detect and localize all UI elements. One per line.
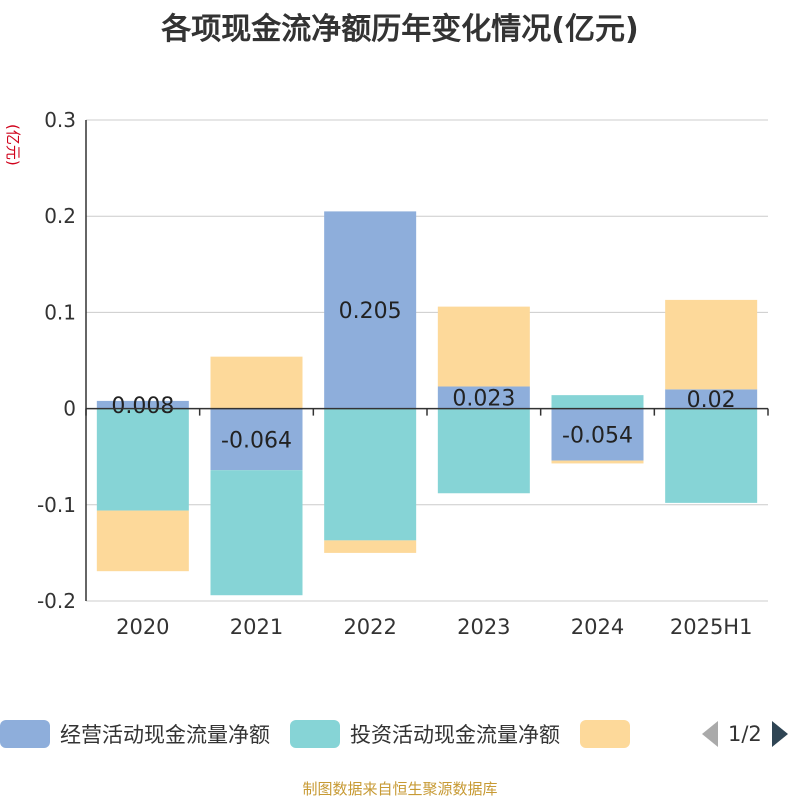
legend-pager: 1/2	[700, 716, 790, 752]
bar-operating-2022	[324, 211, 417, 409]
x-tick-label: 2022	[343, 615, 396, 639]
bar-investing-2025H1	[665, 408, 758, 503]
bar-third-2022	[324, 540, 417, 553]
x-tick-label: 2020	[116, 615, 169, 639]
data-source-note: 制图数据来自恒生聚源数据库	[302, 780, 498, 798]
bar-operating-2023	[437, 386, 530, 409]
legend-item-third[interactable]	[580, 720, 640, 748]
legend-swatch-investing	[290, 720, 340, 748]
y-tick-label: 0.2	[44, 204, 76, 228]
data-label: 0.023	[452, 387, 515, 412]
legend: 经营活动现金流量净额 投资活动现金流量净额	[0, 716, 660, 752]
chart-title: 各项现金流净额历年变化情况(亿元)	[161, 12, 639, 47]
legend-item-operating[interactable]: 经营活动现金流量净额	[0, 719, 270, 749]
bar-third-2021	[210, 356, 303, 409]
legend-swatch-third	[580, 720, 630, 748]
bar-investing-2023	[437, 408, 530, 494]
bar-operating-2021	[210, 408, 303, 471]
legend-label-investing: 投资活动现金流量净额	[350, 723, 560, 747]
bar-operating-2024	[551, 408, 644, 461]
data-label: 0.008	[111, 394, 174, 419]
bar-third-2023	[437, 306, 530, 387]
legend-label-operating: 经营活动现金流量净额	[60, 723, 270, 747]
y-tick-label: 0.1	[44, 300, 76, 324]
bar-investing-2021	[210, 470, 303, 596]
y-tick-label: -0.1	[37, 493, 76, 517]
y-tick-label: 0.3	[44, 108, 76, 132]
data-label: -0.064	[221, 428, 292, 453]
legend-swatch-operating	[0, 720, 50, 748]
y-tick-label: -0.2	[37, 589, 76, 613]
prev-page-icon[interactable]	[700, 719, 720, 749]
bar-third-2020	[96, 510, 189, 572]
bar-investing-2020	[96, 408, 189, 511]
data-label: 0.205	[339, 299, 402, 324]
y-tick-label: 0	[63, 397, 76, 421]
x-tick-label: 2021	[230, 615, 283, 639]
legend-page-indicator: 1/2	[728, 722, 762, 746]
data-label: -0.054	[562, 424, 633, 449]
bar-investing-2022	[324, 408, 417, 541]
bar-operating-2025H1	[665, 389, 758, 409]
bar-investing-2024	[551, 395, 644, 409]
x-tick-label: 2024	[571, 615, 624, 639]
x-tick-label: 2023	[457, 615, 510, 639]
bar-operating-2020	[96, 400, 189, 409]
bar-third-2024	[551, 460, 644, 464]
bar-third-2025H1	[665, 299, 758, 390]
x-tick-label: 2025H1	[670, 615, 753, 639]
legend-item-investing[interactable]: 投资活动现金流量净额	[290, 719, 560, 749]
next-page-icon[interactable]	[770, 719, 790, 749]
